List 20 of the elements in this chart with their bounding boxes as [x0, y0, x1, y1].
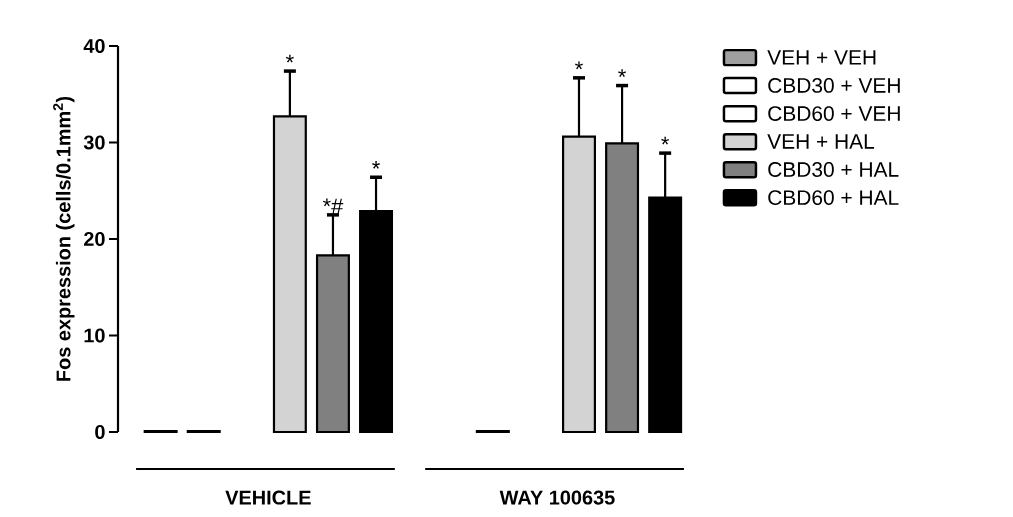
y-tick-label: 30 — [83, 135, 105, 150]
y-tick-label: 40 — [83, 38, 105, 54]
y-tick-label: 0 — [95, 424, 105, 440]
y-tick-label: 20 — [84, 231, 105, 247]
legend-label: CBD30 + HAL — [768, 162, 899, 177]
annotation: * — [575, 61, 583, 70]
annotation: * — [661, 136, 670, 145]
legend-label: VEH + HAL — [767, 134, 875, 149]
x-tick-label: VEHICLE — [225, 490, 311, 505]
legend-label: CBD30 + VEH — [768, 78, 900, 93]
y-axis-title: Fos expression (cells/0.1mm$^{2}$) — [53, 96, 75, 381]
x-tick-label: WAY 100635 — [499, 490, 615, 505]
annotation: *# — [322, 198, 344, 214]
legend-label: CBD60 + HAL — [768, 190, 899, 205]
y-tick-label: 10 — [84, 328, 105, 343]
annotation: * — [285, 54, 294, 63]
annotation: * — [618, 69, 626, 77]
legend-label: VEH + VEH — [767, 50, 876, 65]
legend-label: CBD60 + VEH — [768, 106, 900, 121]
annotation: * — [372, 160, 380, 169]
